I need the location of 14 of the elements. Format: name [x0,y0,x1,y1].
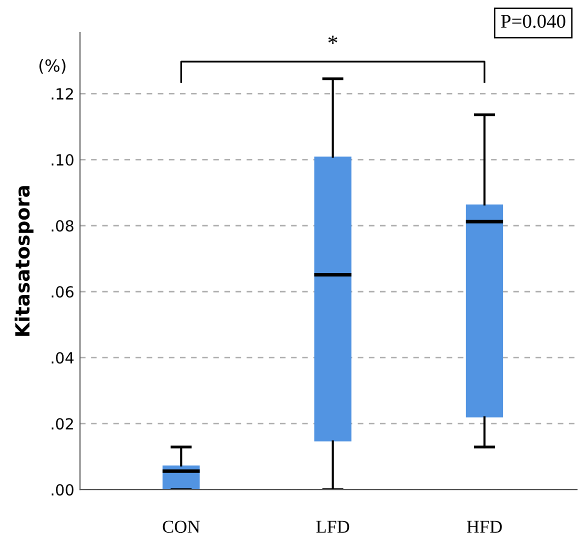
y-tick-label: .12 [52,88,73,100]
x-tick-label: CON [162,520,200,533]
y-tick-label: .10 [52,154,74,166]
y-tick-label: .08 [52,220,74,232]
annotation: * [328,36,338,44]
text: P=0.040 [501,14,566,28]
y-axis-title: Kitasatospora [14,186,34,336]
x-tick-label: LFD [316,520,350,533]
y-tick-label: .04 [52,352,74,364]
y-tick-label: .00 [52,484,74,496]
y-tick-label: .02 [52,418,73,430]
text: (%) [39,58,66,74]
y-tick-label: .06 [52,286,74,298]
x-tick-label: HFD [466,520,502,533]
